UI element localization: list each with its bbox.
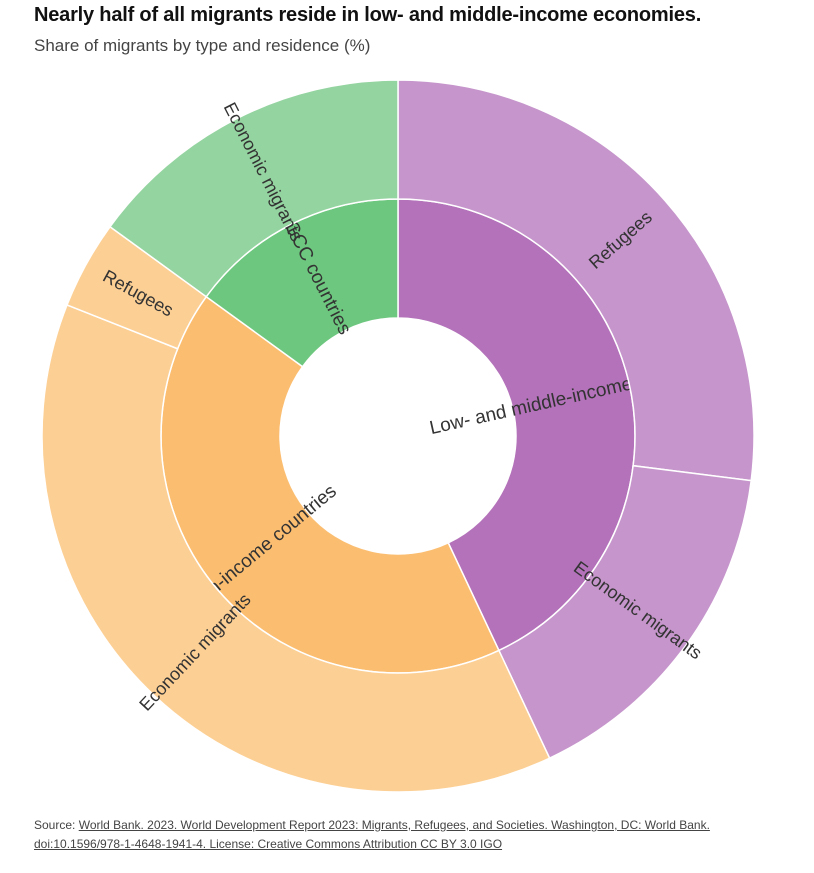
sunburst-segment-type-refugees[interactable] [397,79,755,482]
source-prefix: Source: [34,818,79,832]
source-link[interactable]: World Bank. 2023. World Development Repo… [34,818,710,851]
chart-title: Nearly half of all migrants reside in lo… [34,4,702,26]
sunburst-chart: Low- and middle-income countriesHigh-inc… [41,79,755,793]
source-note: Source: World Bank. 2023. World Developm… [34,816,794,854]
sunburst-segment-type-economic-migrants[interactable] [108,79,399,298]
sunburst-segment-type-economic-migrants[interactable] [41,303,551,793]
chart-subtitle: Share of migrants by type and residence … [34,36,371,55]
